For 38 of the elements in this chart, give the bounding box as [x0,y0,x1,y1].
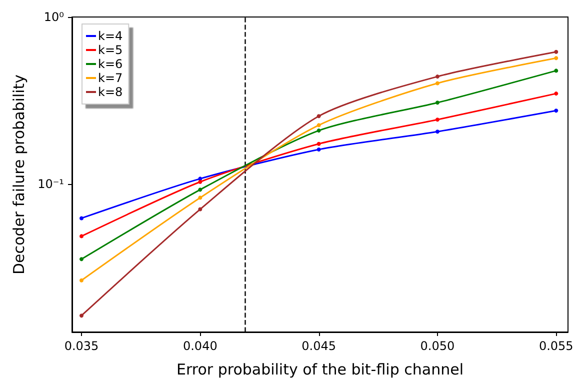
legend-label: k=8 [98,85,123,99]
point [435,118,440,122]
point [79,314,84,318]
point [79,234,84,238]
legend-label: k=7 [98,71,123,85]
point [316,142,321,146]
point [198,207,202,212]
point [435,74,440,79]
legend-label: k=6 [98,57,123,71]
y-tick-label: 10⁰ [44,10,64,24]
point [316,123,321,128]
x-axis-title: Error probability of the bit-flip channel [176,360,464,378]
point [435,100,440,105]
point [554,68,558,73]
point [79,278,84,282]
x-tick-label: 0.045 [302,339,336,353]
point [79,216,84,220]
point [198,188,202,192]
point [316,147,321,152]
point [554,108,558,113]
point [198,180,202,184]
point [554,92,558,96]
point [554,50,558,54]
x-tick-label: 0.055 [538,339,574,353]
x-tick-label: 0.050 [420,339,455,353]
point [435,81,440,86]
y-axis-title: Decoder failure probability [10,74,28,275]
point [435,130,440,134]
legend-label: k=4 [98,29,123,43]
point [316,128,321,133]
x-tick-label: 0.035 [64,339,99,353]
legend-label: k=5 [98,43,123,57]
x-tick-label: 0.040 [182,339,218,353]
point [316,114,321,118]
point [79,257,84,262]
point [198,196,202,200]
point [554,56,558,60]
y-tick-label: 10⁻¹ [38,177,64,192]
